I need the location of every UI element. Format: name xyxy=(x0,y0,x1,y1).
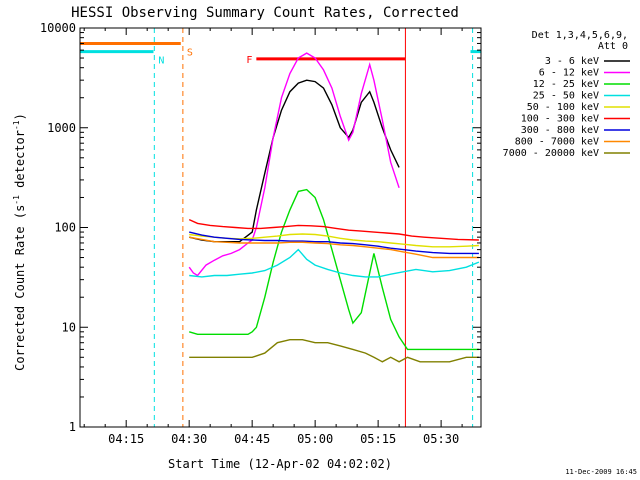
series-line-800-7000-kev xyxy=(189,236,479,259)
annotation-label-s: S xyxy=(187,47,193,58)
x-tick-label: 05:00 xyxy=(297,432,333,446)
axes: 04:15 04:30 04:45 05:00 05:15 05:30 1 10 100 1000… xyxy=(40,21,481,446)
legend-label: 25 - 50 keV xyxy=(533,91,599,102)
legend-header-line1: Det 1,3,4,5,6,9, xyxy=(532,30,628,41)
series-line-300-800-kev xyxy=(189,231,479,255)
annotation-label-f: F xyxy=(246,55,252,66)
y-tick-label: 1000 xyxy=(47,121,76,135)
x-tick-label: 04:15 xyxy=(108,432,144,446)
y-tick-label: 100 xyxy=(54,221,76,235)
x-tick-label: 05:15 xyxy=(360,432,396,446)
legend-header-line2: Att 0 xyxy=(598,41,628,52)
y-tick-label: 10000 xyxy=(40,21,76,35)
x-tick-label: 04:30 xyxy=(171,432,207,446)
series-line-7000-20000-kev xyxy=(189,339,479,363)
x-tick-label: 04:45 xyxy=(234,432,270,446)
y-axis-label: Corrected Count Rate (s-1 detector-1) xyxy=(12,113,27,371)
legend-label: 300 - 800 keV xyxy=(521,125,599,136)
legend-label: 12 - 25 keV xyxy=(533,79,599,90)
series-lines xyxy=(188,52,480,363)
series-line-100-300-kev xyxy=(188,218,479,241)
x-axis-label: Start Time (12-Apr-02 04:02:02) xyxy=(168,457,392,471)
legend-label: 50 - 100 keV xyxy=(527,102,599,113)
legend-label: 800 - 7000 keV xyxy=(515,137,599,148)
x-tick-label: 05:30 xyxy=(423,432,459,446)
legend-label: 3 - 6 keV xyxy=(545,56,599,67)
annotation-label-n: N xyxy=(158,56,164,67)
series-line-3-6-kev xyxy=(189,79,400,243)
legend-label: 100 - 300 keV xyxy=(521,114,599,125)
series-line-25-50-kev xyxy=(189,248,480,278)
series-line-12-25-kev xyxy=(189,188,479,351)
legend-label: 7000 - 20000 keV xyxy=(503,148,599,159)
annotation-bars: NSF xyxy=(80,28,481,427)
y-tick-label: 10 xyxy=(62,320,76,334)
legend-label: 6 - 12 keV xyxy=(539,68,599,79)
y-tick-label: 1 xyxy=(69,420,76,434)
series-line-6-12-kev xyxy=(188,52,400,277)
chart-title: HESSI Observing Summary Count Rates, Cor… xyxy=(71,5,459,21)
footer-date: 11-Dec-2009 16:45 xyxy=(565,468,637,476)
